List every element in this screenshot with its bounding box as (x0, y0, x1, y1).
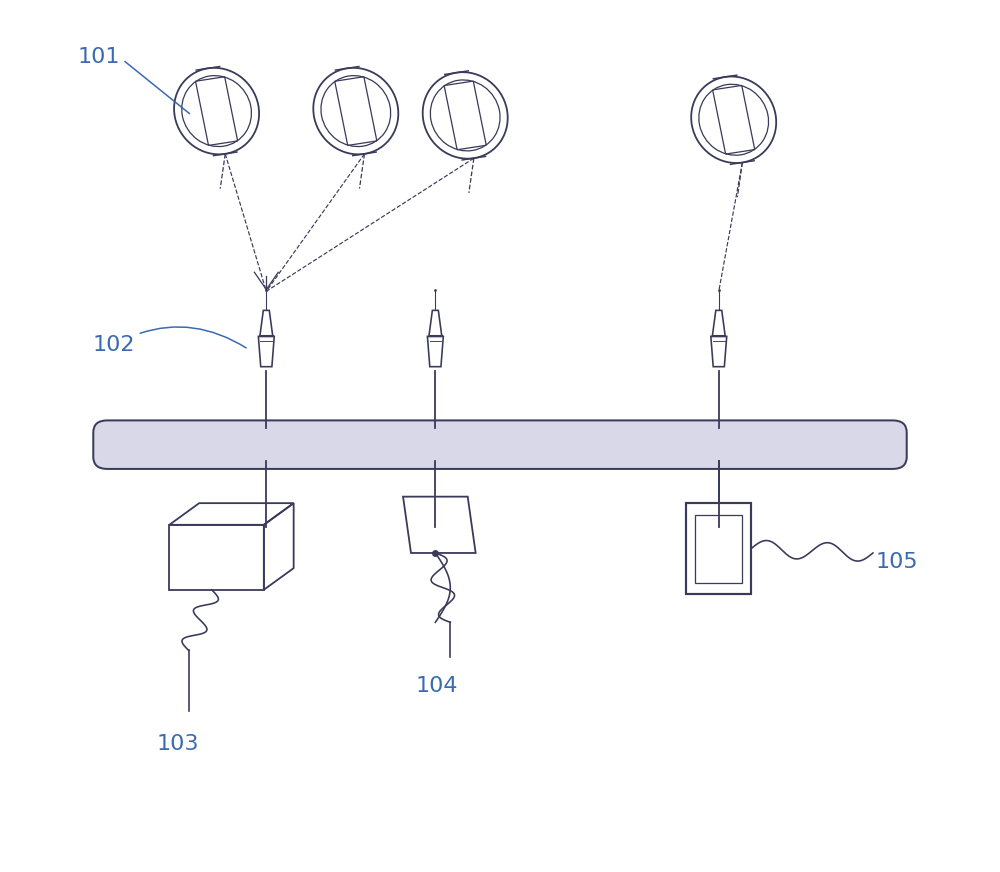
Text: 101: 101 (77, 47, 190, 113)
FancyBboxPatch shape (93, 420, 907, 469)
Text: 102: 102 (92, 327, 246, 355)
Text: 103: 103 (157, 734, 199, 754)
Text: 105: 105 (876, 552, 919, 572)
Text: 104: 104 (415, 676, 458, 696)
